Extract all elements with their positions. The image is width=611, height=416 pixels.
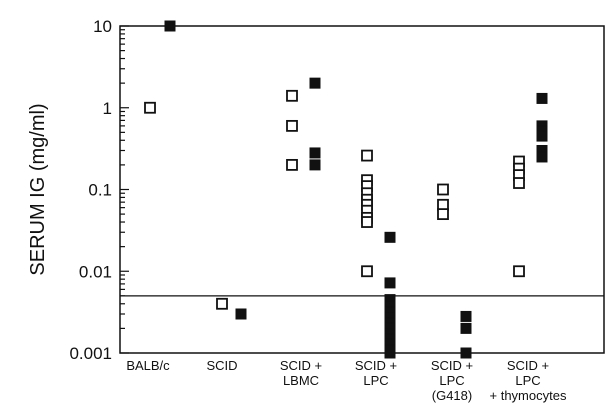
x-category-label: SCID [206, 358, 237, 373]
x-category-label: + thymocytes [490, 388, 567, 403]
x-category-label: SCID + [507, 358, 549, 373]
y-tick-label: 0.01 [79, 262, 112, 281]
x-category-label: SCID + [280, 358, 322, 373]
y-tick-label: 0.001 [69, 344, 112, 363]
data-point-filled [460, 322, 472, 334]
x-category-label: LBMC [283, 373, 319, 388]
x-category-label: LPC [439, 373, 464, 388]
data-point-filled [460, 310, 472, 322]
data-point-open [361, 149, 373, 162]
y-tick-label: 1 [103, 99, 112, 118]
data-point-open [286, 158, 298, 171]
data-point-open [286, 89, 298, 102]
data-point-filled [536, 130, 548, 142]
y-axis-title: SERUM IG (mg/ml) [27, 103, 49, 275]
data-point-filled [384, 347, 396, 359]
data-point-open [286, 119, 298, 132]
data-point-open [216, 297, 228, 310]
y-tick-label: 10 [93, 17, 112, 36]
x-category-label: (G418) [432, 388, 472, 403]
data-point-open [437, 183, 449, 196]
data-point-open [144, 101, 156, 114]
data-point-open [361, 265, 373, 278]
x-category-label: LPC [515, 373, 540, 388]
data-point-open [513, 265, 525, 278]
data-point-open [361, 216, 373, 228]
data-point-filled [309, 77, 321, 89]
x-category-label: SCID + [431, 358, 473, 373]
x-category-label: SCID + [355, 358, 397, 373]
data-point-open [513, 177, 525, 189]
data-point-filled [384, 277, 396, 289]
y-tick-label: 0.1 [88, 181, 112, 200]
data-point-filled [460, 347, 472, 359]
data-point-filled [309, 147, 321, 159]
data-point-filled [536, 151, 548, 163]
data-point-filled [235, 308, 247, 320]
data-point-filled [309, 159, 321, 171]
data-point-filled [384, 231, 396, 243]
x-category-label: BALB/c [126, 358, 170, 373]
data-point-filled [536, 92, 548, 104]
data-point-open [437, 208, 449, 221]
x-category-label: LPC [363, 373, 388, 388]
data-point-filled [164, 20, 176, 32]
